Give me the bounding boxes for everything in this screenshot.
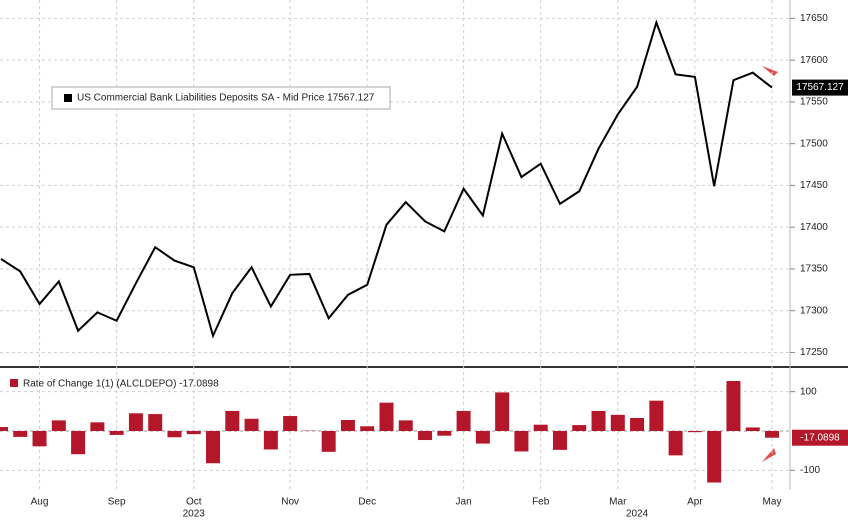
legend-label: Rate of Change 1(1) (ALCLDEPO) -17.0898 [23, 379, 219, 390]
y-tick-label: 17600 [800, 55, 828, 66]
bar [225, 410, 240, 431]
bar [514, 430, 529, 452]
bar [437, 430, 452, 436]
bar [668, 430, 683, 456]
x-tick-label: May [763, 497, 782, 508]
y-tick-label: 17300 [800, 305, 828, 316]
x-tick-label: Oct [186, 497, 202, 508]
legend-box [51, 86, 391, 110]
bar [398, 420, 413, 431]
bar [495, 392, 510, 431]
bar [71, 430, 86, 455]
bar [148, 414, 163, 431]
bar [591, 410, 606, 431]
bar [90, 422, 105, 431]
bar [340, 419, 355, 431]
x-tick-label: Nov [281, 497, 299, 508]
year-label: 2023 [183, 509, 206, 520]
legend-label: US Commercial Bank Liabilities Deposits … [77, 93, 375, 104]
last-value-box [792, 79, 848, 96]
y-tick-label: 17500 [800, 138, 828, 149]
y-tick-label: -100 [800, 465, 820, 476]
bar [687, 430, 702, 433]
x-tick-label: Feb [532, 497, 550, 508]
bar [726, 381, 741, 431]
x-tick-label: Mar [609, 497, 627, 508]
y-tick-label: 17400 [800, 222, 828, 233]
x-tick-label: Dec [358, 497, 376, 508]
bar [0, 427, 8, 431]
bar [572, 425, 587, 431]
bar [707, 430, 722, 483]
y-tick-label: 17250 [800, 347, 828, 358]
bar [630, 418, 645, 431]
last-value-label: 17567.127 [796, 82, 844, 93]
legend-swatch [10, 379, 18, 387]
last-value-label: -17.0898 [800, 432, 840, 443]
bar [360, 426, 375, 431]
bar [765, 430, 779, 438]
bar [13, 430, 28, 437]
year-label: 2024 [626, 509, 649, 520]
bar [206, 430, 221, 464]
bar [51, 420, 66, 431]
x-tick-label: Jan [456, 497, 472, 508]
legend-swatch [64, 94, 72, 102]
x-tick-label: Aug [31, 497, 49, 508]
bar [552, 430, 567, 450]
x-tick-label: Apr [687, 497, 703, 508]
bar [475, 430, 490, 444]
bar [283, 416, 298, 431]
bar [244, 418, 259, 431]
bar [321, 430, 336, 452]
bar [109, 430, 124, 435]
y-tick-label: 17550 [800, 97, 828, 108]
bar [533, 424, 548, 431]
y-tick-label: 17350 [800, 264, 828, 275]
last-value-box [792, 429, 848, 446]
y-tick-label: 17450 [800, 180, 828, 191]
bar [649, 400, 664, 431]
bar [186, 430, 201, 435]
y-tick-label: 100 [800, 386, 817, 397]
bar [167, 430, 182, 438]
bar [128, 413, 143, 431]
bar [456, 410, 471, 431]
bar [32, 430, 47, 447]
bar [418, 430, 433, 441]
arrow [762, 66, 778, 76]
y-tick-label: 17650 [800, 13, 828, 24]
bar [379, 402, 394, 431]
bar [263, 430, 278, 450]
bar [610, 414, 625, 431]
line [0, 19, 773, 339]
bar [745, 427, 760, 431]
x-tick-label: Sep [108, 497, 126, 508]
